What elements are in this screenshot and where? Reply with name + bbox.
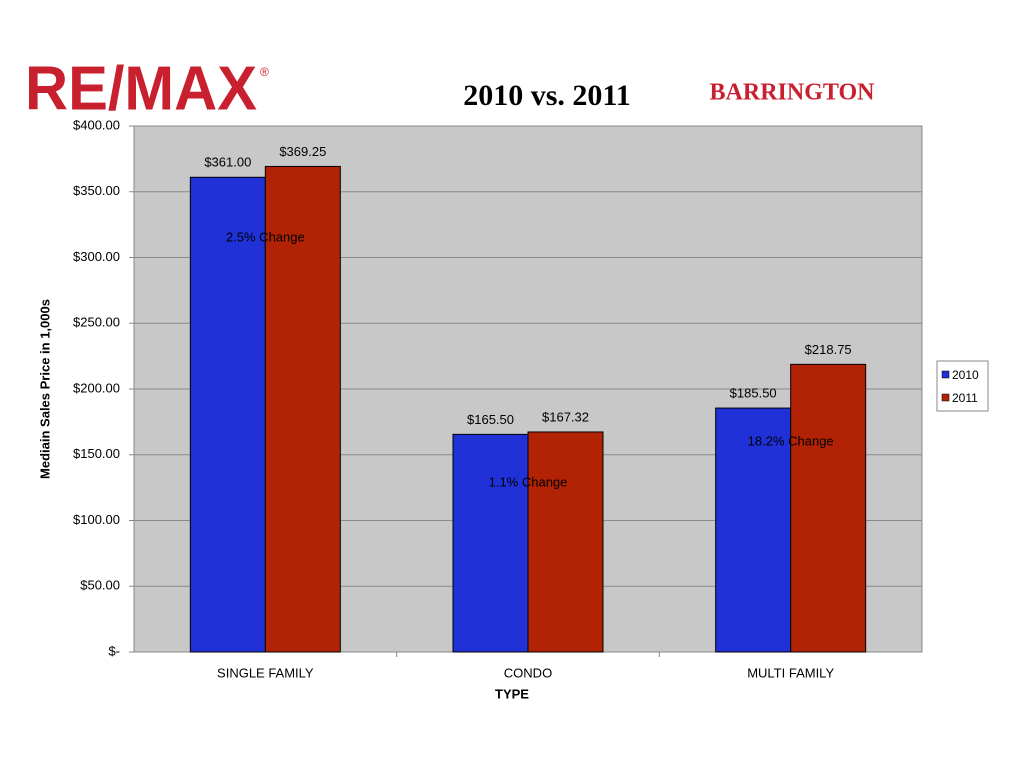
- legend-swatch: [941, 370, 950, 379]
- y-tick-label: $300.00: [73, 249, 120, 264]
- legend-label: 2011: [952, 391, 978, 405]
- y-tick-label: $-: [108, 643, 120, 658]
- value-label: $167.32: [542, 409, 589, 424]
- legend-box: [936, 360, 989, 412]
- value-label: $165.50: [467, 412, 514, 427]
- y-tick-label: $150.00: [73, 446, 120, 461]
- bar: [452, 433, 529, 653]
- y-tick-label: $50.00: [80, 578, 120, 593]
- legend-swatch: [941, 393, 950, 402]
- annotation: 18.2% Change: [748, 433, 834, 448]
- value-label: $369.25: [279, 144, 326, 159]
- x-tick-label: CONDO: [504, 665, 552, 680]
- bar: [790, 363, 867, 653]
- logo: RE/MAX: [25, 54, 257, 123]
- value-label: $185.50: [730, 386, 777, 401]
- bar: [527, 431, 604, 653]
- x-tick-label: SINGLE FAMILY: [217, 665, 314, 680]
- y-tick-label: $100.00: [73, 512, 120, 527]
- logo-mark: ®: [260, 65, 269, 79]
- value-label: $218.75: [805, 342, 852, 357]
- annotation: 2.5% Change: [226, 229, 305, 244]
- bar: [264, 165, 341, 653]
- bar: [715, 407, 792, 653]
- y-tick-label: $250.00: [73, 315, 120, 330]
- y-tick-label: $200.00: [73, 380, 120, 395]
- chart-subtitle: BARRINGTON: [710, 80, 876, 106]
- y-tick-label: $350.00: [73, 183, 120, 198]
- legend-label: 2010: [952, 368, 979, 382]
- x-tick-label: MULTI FAMILY: [747, 665, 834, 680]
- chart-title: 2010 vs. 2011: [463, 79, 631, 112]
- x-axis-label: TYPE: [495, 686, 529, 701]
- value-label: $361.00: [204, 155, 251, 170]
- bar: [189, 176, 266, 653]
- y-axis-label: Mediain Sales Price in 1,000s: [37, 299, 52, 479]
- annotation: 1.1% Change: [489, 474, 568, 489]
- y-tick-label: $400.00: [73, 117, 120, 132]
